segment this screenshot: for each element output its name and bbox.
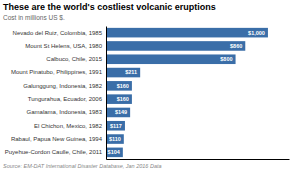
y-tick: Puyehue-Cordon Caulle, Chile, 2011 <box>5 149 103 155</box>
y-tick: Rabaul, Papua New Guinea, 1994 <box>11 136 103 142</box>
bar <box>106 94 132 104</box>
data-label: $860 <box>230 43 242 49</box>
data-label: $160 <box>117 96 129 102</box>
y-tick: Mount St Helens, USA, 1980 <box>25 43 102 49</box>
bar <box>106 81 132 91</box>
y-tick-label: Nevado del Ruiz, Colombia, 1985 <box>13 30 103 36</box>
y-tick-label: Rabaul, Papua New Guinea, 1994 <box>11 136 103 142</box>
y-axis-line <box>106 27 107 160</box>
bar <box>106 28 268 38</box>
subtitle: Cost in millions US $. <box>3 14 65 21</box>
y-tick-label: Gamalama, Indonesia, 1983 <box>27 109 103 115</box>
x-axis <box>107 159 290 160</box>
data-label: $1,000 <box>248 30 265 36</box>
source: Source: EM-DAT International Disaster Da… <box>3 163 162 169</box>
data-label: $117 <box>110 123 122 129</box>
y-tick-label: Puyehue-Cordon Caulle, Chile, 2011 <box>5 149 103 155</box>
plot: $1,000 $860 $800 $211 $160 $160 $149 $117 $110 $1… <box>5 27 290 160</box>
data-label: $800 <box>220 56 232 62</box>
data-label: $211 <box>125 69 137 75</box>
data-label: $104 <box>108 149 121 155</box>
y-tick-label: Galunggung, Indonesia, 1982 <box>23 83 102 89</box>
y-tick: Galunggung, Indonesia, 1982 <box>23 83 102 89</box>
y-tick-label: Tungurahua, Ecuador, 2006 <box>28 96 103 102</box>
data-label: $110 <box>109 136 121 142</box>
bar <box>106 134 124 144</box>
bar <box>106 108 130 118</box>
y-tick: Gamalama, Indonesia, 1983 <box>27 109 103 115</box>
bar <box>106 41 245 51</box>
bar <box>106 148 123 158</box>
y-tick-label: Calbuco, Chile, 2015 <box>46 56 102 62</box>
data-label: $149 <box>115 109 127 115</box>
y-axis: Nevado del Ruiz, Colombia, 1985 Mount St … <box>5 27 107 160</box>
y-tick-label: El Chichon, Mexico, 1982 <box>34 123 103 129</box>
bar <box>106 54 236 64</box>
title: These are the world's costliest volcanic… <box>3 2 216 12</box>
y-tick-label: Mount Pinatubo, Philippines, 1991 <box>11 69 103 75</box>
x-axis-line <box>107 159 290 160</box>
data-labels: $1,000 $860 $800 $211 $160 $160 $149 $117 $110 $1… <box>108 30 265 156</box>
bar <box>106 121 125 131</box>
bars <box>106 28 268 157</box>
y-tick: Nevado del Ruiz, Colombia, 1985 <box>13 30 103 36</box>
y-tick: Mount Pinatubo, Philippines, 1991 <box>11 69 103 75</box>
y-tick: Tungurahua, Ecuador, 2006 <box>28 96 103 102</box>
y-tick: Calbuco, Chile, 2015 <box>46 56 102 62</box>
chart: These are the world's costliest volcanic… <box>0 0 295 171</box>
bar <box>106 68 140 78</box>
data-label: $160 <box>117 83 129 89</box>
y-tick: El Chichon, Mexico, 1982 <box>34 123 103 129</box>
y-tick-label: Mount St Helens, USA, 1980 <box>25 43 102 49</box>
